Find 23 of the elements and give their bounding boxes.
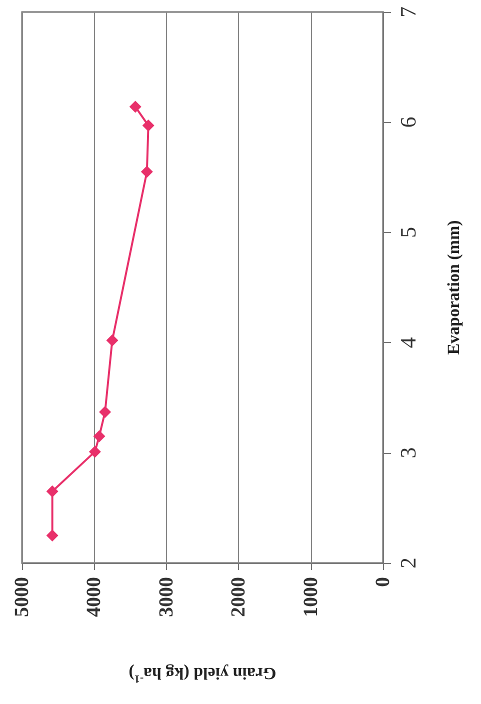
point — [88, 446, 101, 458]
x-tick-label: 0 — [372, 577, 394, 587]
x-tick-label: 2000 — [228, 577, 250, 617]
y-tick-label: 2 — [396, 558, 420, 568]
point — [129, 100, 142, 113]
point — [142, 120, 154, 132]
y-tick-label: 5 — [396, 226, 420, 238]
y-tick-label: 6 — [396, 116, 420, 128]
y-tick-label: 3 — [396, 447, 420, 458]
point — [99, 406, 112, 418]
x-tick-label: 4000 — [83, 577, 106, 617]
point — [93, 430, 106, 442]
point — [140, 166, 153, 178]
point — [46, 485, 58, 498]
y-axis-title: Evaporation (mm) — [444, 220, 463, 355]
point — [46, 529, 58, 542]
x-tick-label: 5000 — [11, 577, 33, 617]
y-tick-label: 7 — [396, 6, 420, 18]
x-tick-label: 1000 — [300, 577, 322, 617]
point — [106, 334, 118, 346]
y-tick-label: 4 — [396, 337, 420, 348]
x-axis-title: Grain yield (kg ha-1) — [128, 664, 276, 684]
x-tick-label: 3000 — [155, 577, 178, 617]
